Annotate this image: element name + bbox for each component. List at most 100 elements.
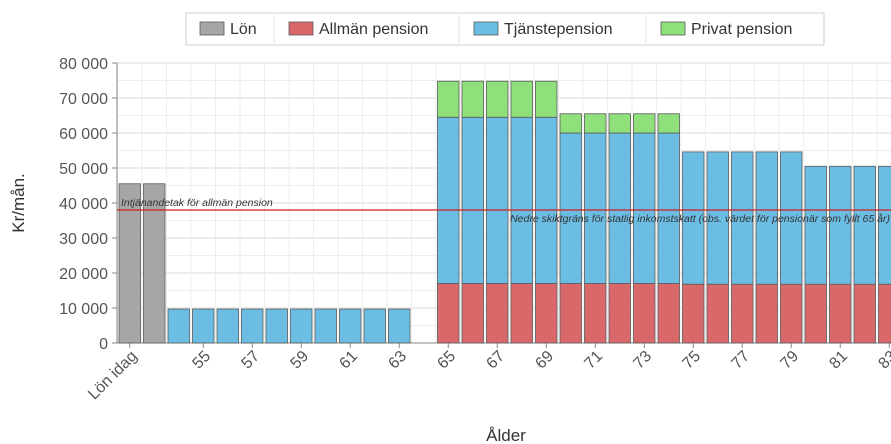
x-tick-label: 79 bbox=[777, 348, 802, 373]
bar-segment bbox=[706, 283, 729, 344]
bar-segment bbox=[363, 308, 386, 344]
bar-segment bbox=[657, 132, 680, 284]
bar-segment bbox=[584, 113, 607, 134]
bar-segment bbox=[192, 308, 215, 344]
bar-segment bbox=[682, 151, 705, 285]
reference-label-left: Intjänandetak för allmän pension bbox=[121, 197, 273, 209]
x-tick-label: 65 bbox=[434, 348, 459, 373]
bar-segment bbox=[314, 308, 337, 344]
bar-segment bbox=[486, 116, 509, 284]
legend-item[interactable]: Lön bbox=[199, 21, 257, 38]
x-tick-label: 69 bbox=[532, 348, 557, 373]
bar-segment bbox=[731, 283, 754, 344]
bar-segment bbox=[437, 283, 460, 344]
bar-segment bbox=[608, 132, 631, 284]
x-tick-label: 81 bbox=[826, 348, 851, 373]
x-tick-label: 55 bbox=[189, 348, 214, 373]
y-tick-label: 60 000 bbox=[59, 126, 108, 143]
bar-segment bbox=[755, 151, 778, 285]
legend-label: Allmän pension bbox=[319, 21, 428, 38]
bar-segment bbox=[780, 283, 803, 344]
reference-lines: Intjänandetak för allmän pension Nedre sk… bbox=[117, 197, 891, 225]
bar-segment bbox=[437, 116, 460, 284]
legend-item[interactable]: Allmän pension bbox=[288, 21, 428, 38]
legend-item[interactable]: Tjänstepension bbox=[473, 21, 613, 38]
bar-segment bbox=[461, 283, 484, 344]
y-axis-label: Kr/mån. bbox=[9, 173, 28, 233]
bar-segment bbox=[559, 113, 582, 134]
bar-segment bbox=[878, 283, 891, 344]
x-tick-label: 71 bbox=[581, 348, 606, 373]
y-tick-label: 20 000 bbox=[59, 266, 108, 283]
bar-segment bbox=[216, 308, 239, 344]
x-tick-label: 83 bbox=[875, 348, 891, 373]
bar-segment bbox=[584, 283, 607, 344]
bar-segment bbox=[682, 283, 705, 344]
legend-swatch bbox=[199, 21, 225, 36]
bar-segment bbox=[755, 283, 778, 344]
bar-segment bbox=[804, 165, 827, 285]
y-tick-label: 30 000 bbox=[59, 231, 108, 248]
bar-segment bbox=[167, 308, 190, 344]
y-tick-label: 0 bbox=[99, 336, 108, 353]
x-tick-label: Lön idag bbox=[85, 348, 140, 403]
bar-segment bbox=[633, 132, 656, 284]
y-tick-label: 10 000 bbox=[59, 301, 108, 318]
bar-segment bbox=[118, 183, 141, 344]
x-tick-label: 59 bbox=[287, 348, 312, 373]
bar-segment bbox=[388, 308, 411, 344]
bar-segment bbox=[731, 151, 754, 285]
x-axis-label: Ålder bbox=[486, 426, 526, 444]
legend-item[interactable]: Privat pension bbox=[660, 21, 792, 38]
bar-segment bbox=[339, 308, 362, 344]
legend-swatch bbox=[473, 21, 499, 36]
bar-segment bbox=[265, 308, 288, 344]
legend-swatch bbox=[288, 21, 314, 36]
bar-segment bbox=[657, 283, 680, 344]
reference-label-right: Nedre skiktgräns för statlig inkomstskat… bbox=[510, 213, 890, 225]
y-tick-label: 40 000 bbox=[59, 196, 108, 213]
bars bbox=[118, 80, 891, 344]
bar-segment bbox=[510, 116, 533, 284]
legend-label: Privat pension bbox=[691, 21, 792, 38]
bar-segment bbox=[829, 165, 852, 285]
bar-segment bbox=[706, 151, 729, 285]
x-tick-label: 77 bbox=[728, 348, 753, 373]
bar-segment bbox=[510, 80, 533, 118]
legend[interactable]: Lön Allmän pension Tjänstepension Privat pe… bbox=[185, 12, 825, 46]
bar-segment bbox=[780, 151, 803, 285]
bar-segment bbox=[829, 283, 852, 344]
bar-segment bbox=[559, 283, 582, 344]
bar-segment bbox=[608, 283, 631, 344]
bar-segment bbox=[461, 116, 484, 284]
bar-segment bbox=[657, 113, 680, 134]
y-tick-label: 50 000 bbox=[59, 161, 108, 178]
bar-segment bbox=[559, 132, 582, 284]
bar-segment bbox=[510, 283, 533, 344]
x-tick-label: 57 bbox=[238, 348, 263, 373]
bar-segment bbox=[241, 308, 264, 344]
legend-swatch bbox=[660, 21, 686, 36]
bar-segment bbox=[608, 113, 631, 134]
bar-segment bbox=[633, 283, 656, 344]
bar-segment bbox=[584, 132, 607, 284]
bar-segment bbox=[461, 80, 484, 118]
bar-segment bbox=[486, 283, 509, 344]
bar-segment bbox=[535, 116, 558, 284]
x-tick-label: 67 bbox=[483, 348, 508, 373]
x-tick-label: 75 bbox=[679, 348, 704, 373]
bar-segment bbox=[143, 183, 166, 344]
y-tick-label: 70 000 bbox=[59, 91, 108, 108]
bar-segment bbox=[633, 113, 656, 134]
bar-segment bbox=[853, 165, 876, 285]
legend-label: Tjänstepension bbox=[504, 21, 613, 38]
x-tick-label: 73 bbox=[630, 348, 655, 373]
bar-segment bbox=[804, 283, 827, 344]
bar-segment bbox=[535, 80, 558, 118]
y-tick-label: 80 000 bbox=[59, 56, 108, 73]
x-tick-label: 61 bbox=[336, 348, 361, 373]
legend-label: Lön bbox=[230, 21, 257, 38]
bar-segment bbox=[878, 165, 891, 285]
bar-segment bbox=[535, 283, 558, 344]
